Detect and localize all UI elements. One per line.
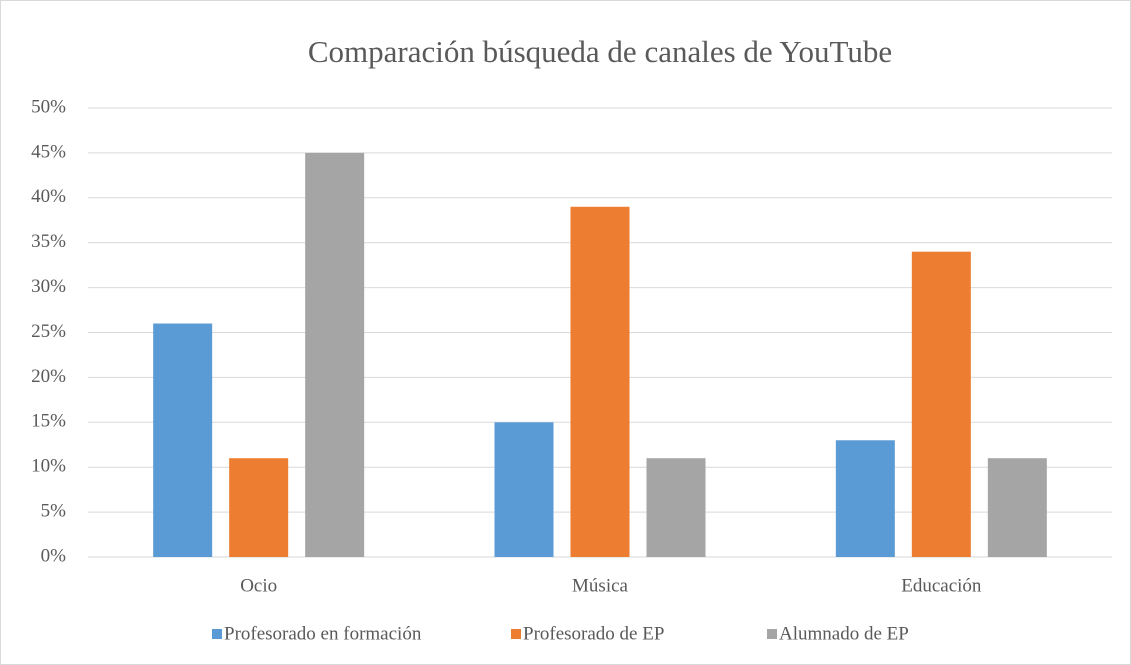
legend-label: Profesorado de EP — [523, 623, 664, 644]
bar — [570, 206, 630, 557]
x-tick-label: Música — [572, 575, 629, 596]
y-tick-label: 10% — [31, 456, 66, 477]
y-tick-label: 45% — [31, 141, 66, 162]
legend-swatch — [511, 629, 521, 639]
y-tick-label: 25% — [31, 321, 66, 342]
legend-swatch — [212, 629, 222, 639]
x-tick-label: Educación — [901, 575, 982, 596]
bar — [305, 152, 365, 557]
legend-swatch — [767, 629, 777, 639]
x-tick-label: Ocio — [240, 575, 277, 596]
chart-title: Comparación búsqueda de canales de YouTu… — [308, 34, 892, 69]
bar — [646, 458, 706, 557]
y-tick-label: 35% — [31, 231, 66, 252]
bar — [911, 251, 971, 557]
bar — [153, 323, 213, 557]
bar — [987, 458, 1047, 557]
y-tick-label: 30% — [31, 276, 66, 297]
y-tick-label: 5% — [41, 500, 67, 521]
y-tick-label: 0% — [41, 545, 67, 566]
y-tick-label: 50% — [31, 96, 66, 117]
y-tick-label: 40% — [31, 186, 66, 207]
legend-label: Alumnado de EP — [779, 623, 909, 644]
y-tick-label: 20% — [31, 366, 66, 387]
legend-label: Profesorado en formación — [224, 623, 422, 644]
bar — [835, 440, 895, 557]
bar — [229, 458, 289, 557]
y-tick-label: 15% — [31, 411, 66, 432]
bar — [494, 422, 554, 557]
